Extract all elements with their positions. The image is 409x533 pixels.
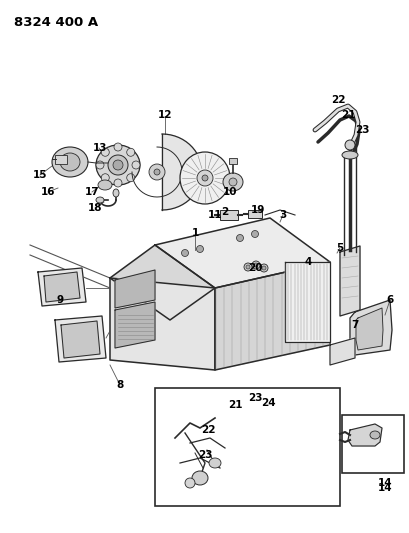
Ellipse shape	[180, 152, 229, 204]
Ellipse shape	[191, 471, 207, 485]
Ellipse shape	[196, 246, 203, 253]
Polygon shape	[155, 218, 329, 288]
Ellipse shape	[236, 235, 243, 241]
Text: 14: 14	[377, 483, 391, 493]
Ellipse shape	[101, 174, 109, 182]
Bar	[341, 415, 403, 473]
Ellipse shape	[251, 230, 258, 238]
Text: 17: 17	[85, 187, 99, 197]
Ellipse shape	[259, 264, 267, 272]
Ellipse shape	[113, 160, 123, 170]
Text: 8: 8	[116, 380, 124, 390]
Ellipse shape	[196, 170, 213, 186]
Text: 11: 11	[207, 210, 222, 220]
Ellipse shape	[245, 265, 249, 269]
Polygon shape	[214, 262, 329, 370]
Ellipse shape	[98, 180, 112, 190]
Ellipse shape	[369, 431, 379, 439]
Polygon shape	[115, 302, 155, 348]
Ellipse shape	[60, 153, 80, 171]
Ellipse shape	[344, 140, 354, 150]
Ellipse shape	[252, 261, 259, 269]
Text: 4: 4	[303, 257, 311, 267]
Ellipse shape	[126, 174, 135, 182]
Text: 23: 23	[354, 125, 369, 135]
Bar	[220, 210, 237, 220]
Text: 18: 18	[88, 203, 102, 213]
Ellipse shape	[229, 178, 236, 186]
Text: 2: 2	[221, 207, 228, 217]
Polygon shape	[110, 245, 214, 320]
Polygon shape	[61, 321, 100, 358]
Ellipse shape	[222, 173, 243, 191]
Ellipse shape	[96, 197, 104, 203]
Bar	[247, 210, 261, 218]
Text: 22: 22	[200, 425, 215, 435]
Polygon shape	[347, 424, 381, 446]
Text: 12: 12	[157, 110, 172, 120]
Polygon shape	[115, 270, 155, 308]
Text: 10: 10	[222, 187, 237, 197]
Polygon shape	[162, 134, 202, 210]
Text: 3: 3	[279, 210, 286, 220]
Polygon shape	[284, 262, 329, 342]
Polygon shape	[329, 338, 354, 365]
Text: 6: 6	[385, 295, 393, 305]
Bar	[229, 158, 236, 164]
Text: 20: 20	[247, 263, 262, 273]
Ellipse shape	[132, 161, 139, 169]
Ellipse shape	[254, 263, 257, 267]
Text: 5: 5	[335, 243, 343, 253]
Ellipse shape	[341, 151, 357, 159]
Ellipse shape	[243, 263, 252, 271]
Ellipse shape	[209, 458, 220, 468]
Text: 21: 21	[340, 110, 354, 120]
Ellipse shape	[114, 143, 122, 151]
Text: 9: 9	[56, 295, 63, 305]
Text: 23: 23	[197, 450, 212, 460]
Ellipse shape	[96, 145, 139, 185]
Ellipse shape	[126, 148, 135, 156]
Ellipse shape	[181, 249, 188, 256]
Polygon shape	[355, 308, 382, 350]
Bar	[55, 155, 67, 164]
Ellipse shape	[114, 179, 122, 187]
Text: 15: 15	[33, 170, 47, 180]
Bar	[155, 388, 339, 506]
Ellipse shape	[261, 266, 265, 270]
Ellipse shape	[202, 175, 207, 181]
Text: 21: 21	[227, 400, 242, 410]
Text: 16: 16	[40, 187, 55, 197]
Ellipse shape	[101, 148, 109, 156]
Polygon shape	[44, 272, 80, 302]
Polygon shape	[38, 268, 86, 306]
Ellipse shape	[96, 161, 104, 169]
Text: 8324 400 A: 8324 400 A	[14, 15, 98, 28]
Ellipse shape	[154, 169, 160, 175]
Polygon shape	[110, 278, 214, 370]
Text: 1: 1	[191, 228, 198, 238]
Text: 23: 23	[247, 393, 262, 403]
Text: 19: 19	[250, 205, 265, 215]
Polygon shape	[55, 316, 106, 362]
Polygon shape	[349, 300, 391, 355]
Ellipse shape	[184, 478, 195, 488]
Text: 24: 24	[260, 398, 274, 408]
Text: 13: 13	[92, 143, 107, 153]
Ellipse shape	[113, 189, 119, 197]
Text: 22: 22	[330, 95, 344, 105]
Ellipse shape	[108, 155, 128, 175]
Polygon shape	[339, 246, 359, 316]
Ellipse shape	[148, 164, 164, 180]
Text: 7: 7	[351, 320, 358, 330]
Text: 14: 14	[377, 478, 391, 488]
Ellipse shape	[52, 147, 88, 177]
